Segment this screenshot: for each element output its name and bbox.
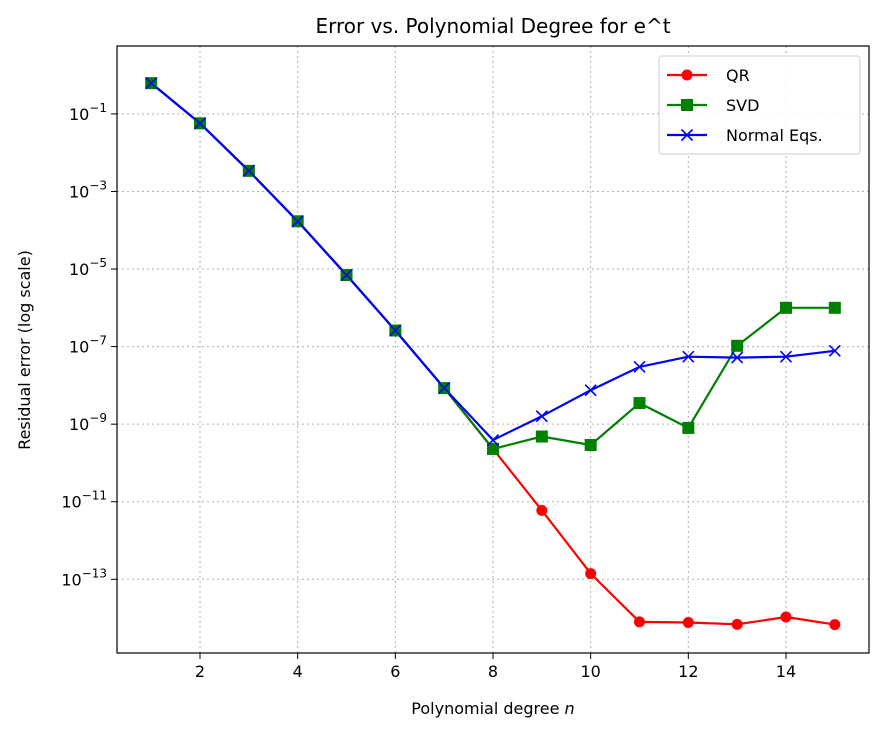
data-point-svd: [682, 421, 695, 434]
data-point-normal-eqs: [584, 384, 597, 397]
legend-box: [658, 55, 861, 155]
x-tick-label: 8: [488, 662, 498, 681]
y-tick-label: 10−1: [69, 101, 107, 124]
legend-label-qr: QR: [726, 66, 750, 85]
data-point-normal-eqs: [438, 382, 451, 395]
legend: QR SVD Normal Eqs.: [658, 55, 861, 155]
x-axis-title-text: Polynomial degree: [411, 699, 559, 718]
data-point-qr: [633, 616, 645, 628]
y-tick-label-base: 10: [61, 493, 81, 512]
y-tick-label-exponent: −13: [82, 566, 107, 580]
data-point-qr: [731, 618, 743, 630]
y-tick-label: 10−5: [69, 256, 107, 279]
y-tick-label-base: 10: [69, 260, 89, 279]
data-point-normal-eqs: [731, 351, 744, 364]
y-tick-label: 10−11: [61, 489, 107, 512]
y-tick-label: 10−13: [61, 566, 107, 589]
y-tick-label: 10−7: [69, 334, 107, 357]
y-tick-label-base: 10: [69, 182, 89, 201]
x-tick-label: 14: [776, 662, 796, 681]
x-tick-label: 12: [678, 662, 698, 681]
x-tick-label: 4: [293, 662, 303, 681]
y-tick-label: 10−3: [69, 178, 107, 201]
chart-title: Error vs. Polynomial Degree for e^t: [315, 14, 670, 38]
data-point-svd: [731, 339, 744, 352]
data-point-normal-eqs: [291, 215, 304, 228]
y-tick-label-exponent: −7: [89, 334, 107, 348]
data-point-normal-eqs: [145, 77, 158, 90]
data-point-normal-eqs: [682, 350, 695, 363]
legend-marker-svd: [681, 99, 693, 111]
data-point-qr: [780, 611, 792, 623]
x-tick-label: 2: [195, 662, 205, 681]
data-point-normal-eqs: [633, 360, 646, 373]
data-point-normal-eqs: [486, 433, 500, 447]
legend-marker-qr: [681, 69, 693, 81]
grid: [117, 46, 869, 653]
data-point-qr: [585, 568, 597, 580]
x-axis-title-variable: n: [565, 699, 575, 718]
y-tick-label-exponent: −3: [89, 178, 107, 192]
x-tick-label: 6: [390, 662, 400, 681]
y-tick-label-exponent: −1: [89, 101, 107, 115]
y-tick-label-exponent: −9: [89, 411, 107, 425]
x-tick-label: 10: [580, 662, 600, 681]
data-point-normal-eqs: [340, 268, 353, 282]
y-tick-label-exponent: −5: [89, 256, 107, 270]
data-point-normal-eqs: [389, 324, 402, 337]
data-point-normal-eqs: [779, 350, 793, 363]
y-tick-label: 10−9: [69, 411, 107, 434]
data-point-svd: [487, 442, 499, 455]
data-point-svd: [828, 301, 841, 314]
legend-marker-normal-eqs: [680, 128, 694, 142]
legend-label-svd: SVD: [726, 96, 759, 115]
x-axis-title: Polynomial degree n: [411, 699, 574, 718]
data-point-normal-eqs: [535, 410, 548, 423]
data-point-svd: [584, 439, 597, 452]
y-tick-label-base: 10: [61, 570, 81, 589]
data-point-normal-eqs: [828, 344, 841, 357]
data-point-svd: [535, 430, 548, 443]
y-tick-label-base: 10: [69, 105, 89, 124]
data-point-qr: [829, 619, 841, 631]
data-point-normal-eqs: [242, 164, 255, 177]
data-point-qr: [536, 504, 548, 516]
data-point-svd: [779, 301, 792, 314]
data-point-normal-eqs: [193, 117, 207, 130]
data-point-svd: [633, 397, 646, 410]
data-point-qr: [682, 616, 694, 628]
y-tick-label-base: 10: [69, 415, 89, 434]
legend-label-normal-eqs: Normal Eqs.: [726, 126, 823, 145]
y-axis-title: Residual error (log scale): [15, 250, 34, 450]
series-markers: [145, 77, 841, 631]
y-tick-label-base: 10: [69, 338, 89, 357]
y-tick-label-exponent: −11: [82, 489, 107, 503]
